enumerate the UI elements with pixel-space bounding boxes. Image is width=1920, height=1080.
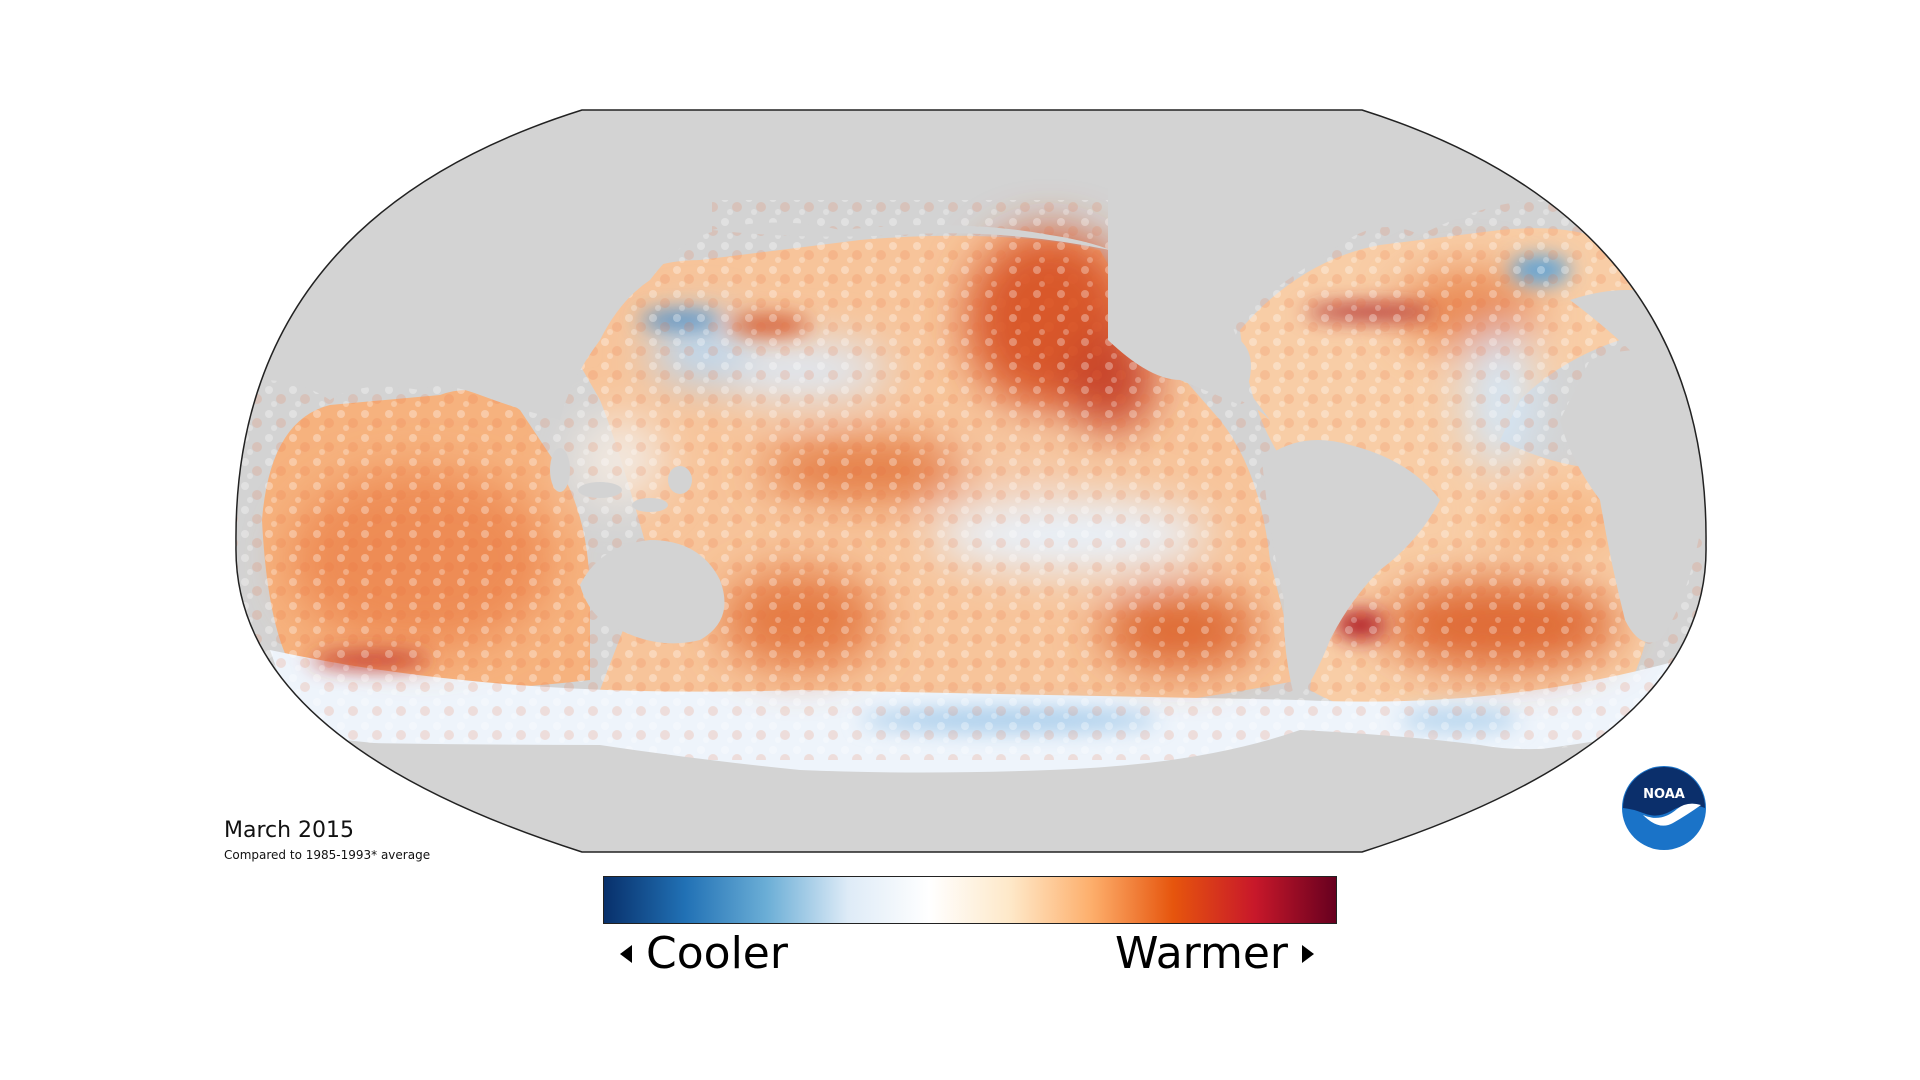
antarctica (235, 720, 1707, 852)
south-america (1262, 440, 1440, 700)
comparison-label: Compared to 1985-1993* average (224, 848, 431, 862)
arrow-right-icon (1302, 944, 1314, 963)
color-scale-bar (603, 876, 1337, 924)
date-label: March 2015 (224, 818, 355, 843)
arrow-left-icon (620, 944, 632, 963)
africa (1560, 350, 1706, 643)
cooler-label: Cooler (646, 928, 788, 979)
warmer-label: Warmer (1115, 928, 1288, 979)
noaa-logo-icon: NOAA (1622, 766, 1706, 850)
logo-text: NOAA (1643, 787, 1685, 802)
globe-outline (235, 109, 1707, 853)
warmer-indicator: Warmer (1115, 928, 1314, 979)
australia (580, 540, 725, 644)
cooler-indicator: Cooler (620, 928, 788, 979)
